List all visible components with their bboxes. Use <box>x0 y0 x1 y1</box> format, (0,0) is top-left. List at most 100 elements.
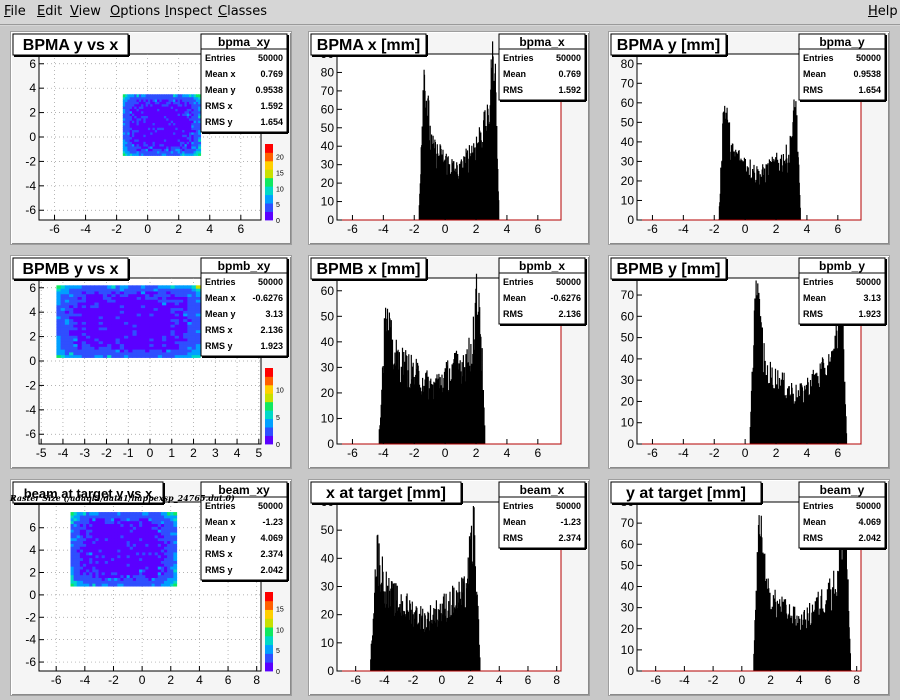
heatmap-cell <box>143 143 147 147</box>
pad-beam-xy[interactable]: 0 5 10 15 -6 -4 -2 0 2 4 6 8 -6 -4 -2 0 2 4 6 beam at targe… <box>10 479 292 696</box>
heatmap-cell <box>178 290 184 295</box>
heatmap-cell <box>98 546 103 550</box>
heatmap-cell <box>174 288 180 292</box>
heatmap-cell <box>56 326 62 331</box>
heatmap-cell <box>154 574 159 579</box>
stats-value: 50000 <box>556 277 581 287</box>
heatmap-cell <box>70 514 75 519</box>
heatmap-cell <box>92 563 97 567</box>
heatmap-cell <box>164 577 168 581</box>
heatmap-cell <box>123 549 128 553</box>
heatmap-cell <box>119 332 125 336</box>
heatmap-cell <box>174 318 180 322</box>
heatmap-cell <box>189 143 192 147</box>
heatmap-cell <box>193 148 197 152</box>
menu-options[interactable]: Options <box>110 4 161 19</box>
heatmap-cell <box>168 143 172 147</box>
color-scale-segment <box>265 211 273 221</box>
heatmap-cell <box>114 560 118 564</box>
heatmap-cell <box>162 343 167 347</box>
heatmap-cell <box>187 332 193 336</box>
heatmap-cell <box>126 531 131 536</box>
heatmap-cell <box>142 568 146 573</box>
heatmap-cell <box>101 571 106 576</box>
heatmap-cell <box>175 120 179 124</box>
heatmap-cell <box>129 551 134 556</box>
heatmap-cell <box>117 557 121 561</box>
menu-classes[interactable]: Classes <box>218 4 267 19</box>
pad-bpmb-x[interactable]: -6 -4 -2 0 2 4 6 0 10 20 30 40 50 60 BPMB x [mm] bpmb_x… <box>308 255 590 469</box>
menu-inspect[interactable]: Inspect <box>165 4 213 19</box>
heatmap-cell <box>126 571 131 576</box>
heatmap-cell <box>166 108 170 112</box>
heatmap-cell <box>102 313 108 317</box>
heatmap-cell <box>136 152 140 156</box>
heatmap-cell <box>198 106 202 109</box>
heatmap-cell <box>138 138 142 142</box>
heatmap-cell <box>134 108 138 112</box>
heatmap-cell <box>184 138 188 142</box>
color-scale-segment <box>265 376 273 386</box>
heatmap-cell <box>70 546 75 550</box>
pad-beam-y[interactable]: -6-4-20246801020304050607080y at target … <box>608 479 890 696</box>
heatmap-cell <box>129 131 133 135</box>
heatmap-cell <box>145 574 150 579</box>
x-tick-label: -6 <box>49 222 60 236</box>
heatmap-cell <box>139 517 143 522</box>
heatmap-cell <box>134 101 138 105</box>
heatmap-cell <box>76 574 81 579</box>
heatmap-cell <box>157 129 160 133</box>
menu-edit[interactable]: Edit <box>37 4 63 19</box>
heatmap-cell <box>141 103 144 107</box>
color-scale-tick-label: 15 <box>276 171 284 178</box>
heatmap-cell <box>111 301 117 306</box>
heatmap-cell <box>125 101 128 105</box>
pad-beam-x[interactable]: -6-4-2024680102030405060x at target [mm]… <box>308 479 590 696</box>
heatmap-cell <box>141 101 144 105</box>
heatmap-cell <box>98 293 104 298</box>
heatmap-cell <box>124 290 129 295</box>
heatmap-cell <box>102 299 108 303</box>
heatmap-cell <box>114 563 118 567</box>
heatmap-cell <box>145 122 149 126</box>
heatmap-cell <box>98 520 103 525</box>
heatmap-cell <box>166 136 170 140</box>
heatmap-cell <box>184 115 188 119</box>
heatmap-cell <box>129 546 134 550</box>
menu-help[interactable]: Help <box>868 4 898 19</box>
heatmap-cell <box>139 549 143 553</box>
heatmap-cell <box>122 129 126 133</box>
menu-file[interactable]: File <box>4 4 26 19</box>
heatmap-cell <box>56 299 62 303</box>
heatmap-cell <box>151 568 156 573</box>
heatmap-cell <box>132 568 137 573</box>
heatmap-cell <box>159 150 163 154</box>
heatmap-cell <box>164 574 168 579</box>
heatmap-cell <box>148 568 153 573</box>
heatmap-cell <box>73 529 78 533</box>
heatmap-cell <box>85 354 91 358</box>
heatmap-cell <box>125 120 128 124</box>
heatmap-cell <box>94 318 100 322</box>
y-tick-label: 70 <box>621 516 635 530</box>
heatmap-cell <box>183 337 188 342</box>
pad-bpmb-xy[interactable]: 0 5 10 -5 -4 -3 -2 -1 0 1 2 3 4 5 -6 -4 -2 0 2 4 6 BPMB y vs … <box>10 255 292 469</box>
heatmap-cell <box>69 313 74 317</box>
heatmap-cell <box>157 103 160 107</box>
heatmap-cell <box>184 134 188 138</box>
menu-view[interactable]: View <box>70 4 101 19</box>
heatmap-cell <box>170 526 174 530</box>
pad-bpmb-y[interactable]: -6 -4 -2 0 2 4 6 0 10 20 30 40 50 60 70 BPMB y [mm] bpmb… <box>608 255 890 469</box>
heatmap-cell <box>131 134 135 138</box>
heatmap-cell <box>170 571 174 576</box>
heatmap-cell <box>94 335 100 339</box>
heatmap-cell <box>154 571 159 576</box>
heatmap-cell <box>170 354 176 358</box>
pad-bpma-y[interactable]: -6 -4 -2 0 2 4 6 0 10 20 30 40 50 60 70 80 BPMA y [mm] bp… <box>608 31 890 245</box>
heatmap-cell <box>104 537 109 542</box>
heatmap-cell <box>141 122 144 126</box>
pad-bpma-x[interactable]: -6-4-202460102030405060708090BPMA x [mm]… <box>308 31 590 245</box>
heatmap-cell <box>85 313 91 317</box>
